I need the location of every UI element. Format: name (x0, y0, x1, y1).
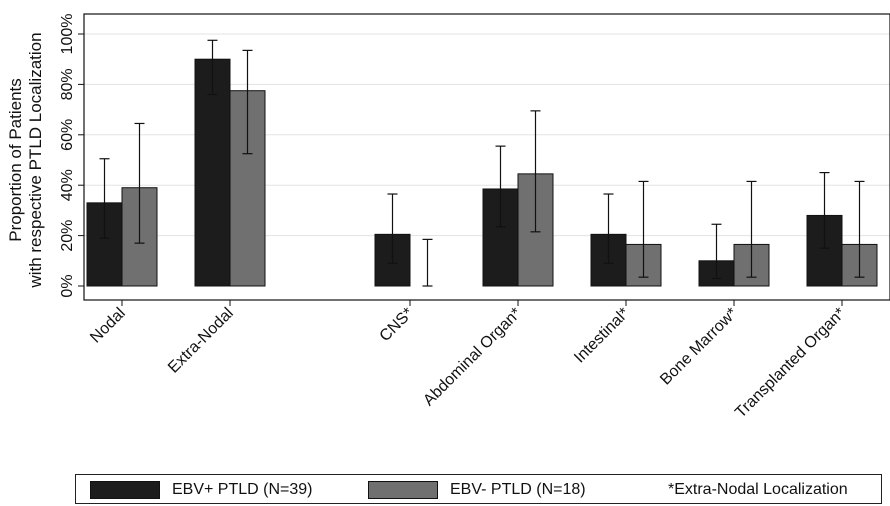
x-tick-label: Abdominal Organ* (420, 305, 524, 409)
legend: EBV+ PTLD (N=39) EBV- PTLD (N=18) *Extra… (75, 474, 882, 504)
x-tick-label: Extra-Nodal (165, 305, 237, 377)
legend-swatch-ebv-negative (368, 481, 438, 499)
x-tick-label: Transplanted Organ* (732, 305, 849, 422)
legend-item-ebv-negative: EBV- PTLD (N=18) (368, 480, 586, 500)
y-tick-label: 40% (59, 169, 76, 201)
y-axis-title-line-1: Proportion of Patients (6, 78, 25, 241)
bar-chart: Proportion of Patients with respective P… (6, 13, 890, 421)
x-tick-label: CNS* (377, 305, 417, 345)
error-bars (99, 39, 865, 287)
x-axis-ticks: Nodal Extra-Nodal CNS* Abdominal Organ* Inte… (87, 300, 849, 421)
legend-item-ebv-positive: EBV+ PTLD (N=39) (90, 480, 313, 500)
bars (86, 58, 878, 287)
plot-frame (83, 13, 890, 301)
y-axis-title: Proportion of Patients with respective P… (6, 32, 45, 288)
y-tick-label: 80% (59, 68, 76, 100)
legend-swatch-ebv-positive (90, 481, 160, 499)
x-tick-label: Bone Marrow* (657, 305, 741, 389)
y-axis-ticks: 0% 20% 40% 60% 80% 100% (59, 14, 84, 298)
y-tick-label: 0% (59, 274, 76, 297)
y-tick-label: 60% (59, 119, 76, 151)
x-tick-label: Nodal (87, 305, 129, 347)
legend-label-ebv-positive: EBV+ PTLD (N=39) (172, 481, 313, 498)
legend-label-ebv-negative: EBV- PTLD (N=18) (450, 481, 586, 498)
y-axis-title-line-2: with respective PTLD Localization (26, 32, 45, 288)
legend-footnote: *Extra-Nodal Localization (668, 481, 848, 498)
x-tick-label: Intestinal* (571, 305, 633, 367)
bar (194, 58, 231, 287)
y-tick-label: 100% (59, 14, 76, 55)
y-tick-label: 20% (59, 220, 76, 252)
